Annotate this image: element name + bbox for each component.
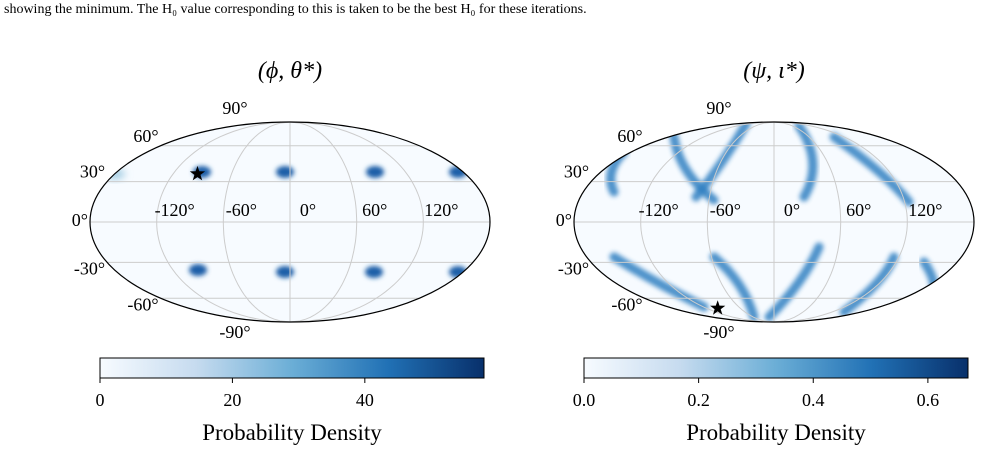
lat-tick-label: 60° [617, 126, 642, 146]
lon-tick-label: 60° [362, 200, 387, 220]
colorbar-tick-label: 20 [223, 390, 241, 410]
colorbar-tick-label: 0.6 [917, 390, 940, 410]
density [105, 166, 467, 278]
map: -120° -60° 0° 60° 120° 90° 60° 30° 0° -30° -60° -90… [72, 98, 491, 342]
panel-title: (ψ, ι*) [743, 58, 805, 84]
density-blob [189, 264, 207, 276]
lon-tick-label: 0° [300, 200, 316, 220]
lat-tick-label: 0° [72, 210, 88, 230]
density-streak [709, 252, 759, 322]
map-outline [573, 121, 975, 323]
density-blob [365, 266, 383, 278]
lon-tick-label: -60° [710, 200, 741, 220]
lat-tick-label: -60° [127, 294, 158, 314]
colorbar [99, 357, 485, 379]
colorbar-tick-label: 40 [356, 390, 374, 410]
density-streak [669, 132, 719, 205]
lat-tick-label: -90° [703, 322, 734, 342]
lat-tick-label: 60° [133, 126, 158, 146]
density-blob [276, 266, 294, 278]
lon-tick-label: 120° [908, 200, 942, 220]
density-streak [829, 132, 914, 207]
star-marker [710, 300, 726, 315]
lon-tick-label: 120° [424, 200, 458, 220]
lat-tick-label: -30° [558, 259, 589, 279]
lat-tick-label: 30° [80, 162, 105, 182]
colorbar [583, 357, 969, 379]
lat-tick-label: 0° [556, 210, 572, 230]
panel-title: (ϕ, θ*) [258, 58, 322, 84]
colorbar-tick-label: 0.2 [687, 390, 710, 410]
density-streak [764, 242, 824, 322]
colorbar-tick-label: 0.0 [573, 390, 596, 410]
colorbar-label: Probability Density [686, 420, 866, 445]
lon-tick-label: -60° [226, 200, 257, 220]
lat-tick-label: -60° [611, 294, 642, 314]
map-outline [89, 121, 491, 323]
map: -120° -60° 0° 60° 120° 90° 60° 30° 0° -30° -60° -90… [556, 98, 975, 342]
lat-tick-label: -90° [219, 322, 250, 342]
colorbar-tick-label: 0 [96, 390, 105, 410]
star-marker [189, 165, 206, 181]
colorbar-tick-label: 0.4 [802, 390, 825, 410]
density-blob [366, 166, 384, 178]
density-streak [691, 122, 751, 202]
lat-tick-label: 90° [706, 98, 731, 118]
lat-tick-label: 30° [564, 162, 589, 182]
lat-tick-label: 90° [222, 98, 247, 118]
caption: showing the minimum. The H₀ value corres… [4, 2, 587, 17]
density-blob [276, 166, 294, 178]
density-streak [839, 252, 899, 317]
lon-tick-label: -120° [639, 200, 679, 220]
lat-tick-label: -30° [74, 259, 105, 279]
lon-tick-label: -120° [155, 200, 195, 220]
lon-tick-label: 0° [784, 200, 800, 220]
lon-tick-label: 60° [846, 200, 871, 220]
colorbar-label: Probability Density [202, 420, 382, 445]
